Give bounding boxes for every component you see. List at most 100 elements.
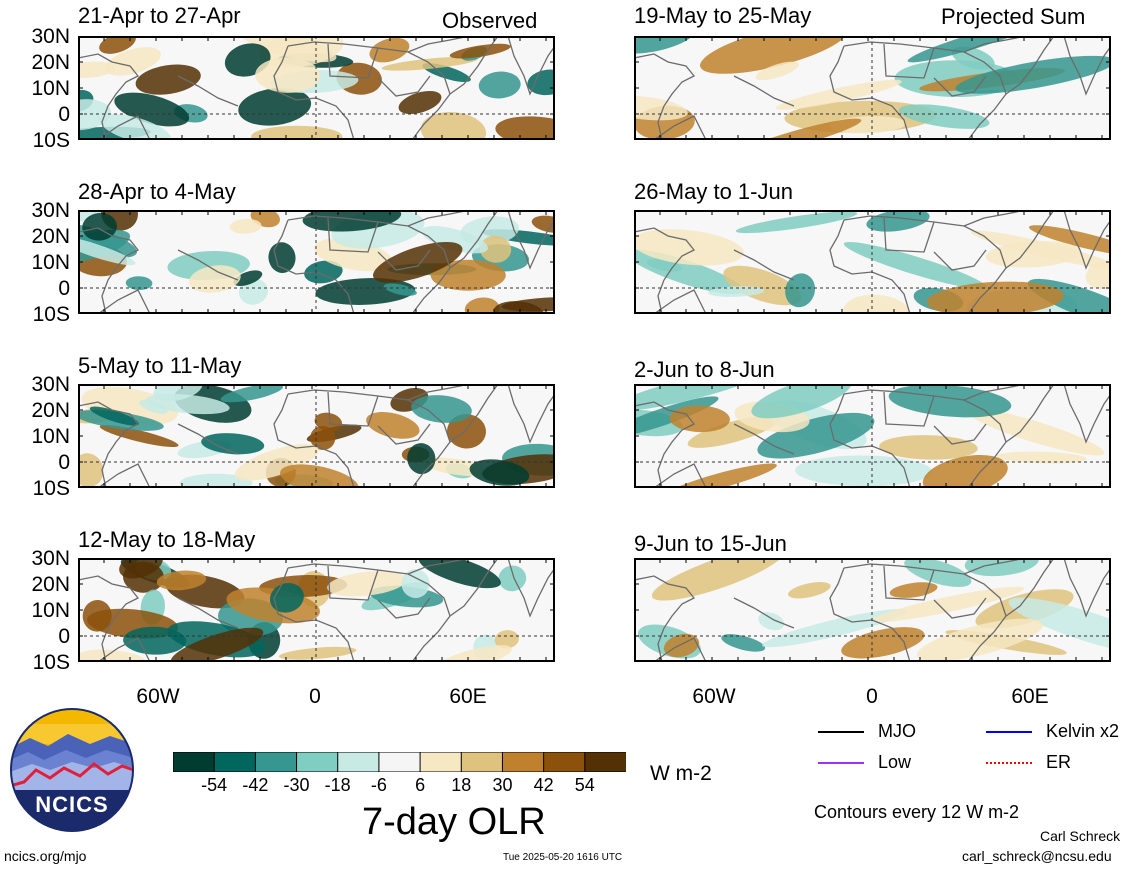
coastline [1063, 558, 1111, 618]
olr-anomaly-blob [904, 558, 972, 587]
colorbar-swatch [254, 751, 298, 773]
coastline [97, 115, 151, 140]
lat-label: 20N [31, 573, 70, 596]
panel-title: 5-May to 11-May [78, 353, 242, 378]
olr-anomaly-blob [787, 582, 831, 599]
olr-anomaly-blob [433, 645, 512, 662]
olr-anomaly-blob [407, 443, 436, 475]
olr-anomaly-blob [996, 451, 1087, 464]
olr-anomaly-blob [634, 249, 744, 295]
coastline [1005, 384, 1055, 443]
olr-anomaly-blob [723, 265, 802, 306]
coastline [829, 393, 911, 488]
contour-note: Contours every 12 W m-2 [814, 802, 1020, 822]
coastline [449, 558, 499, 617]
lat-label: 0 [58, 277, 70, 300]
colorbar-units: W m-2 [650, 762, 712, 785]
colorbar-tick-label: -54 [201, 775, 228, 795]
lat-label: 0 [58, 103, 70, 126]
coastline [287, 389, 451, 488]
panel-title: 2-Jun to 8-Jun [634, 357, 775, 382]
coastline [1005, 210, 1055, 269]
coastline [653, 637, 707, 662]
coastline [843, 563, 1007, 662]
olr-anomaly-blob [99, 113, 172, 140]
olr-anomaly-blob [985, 241, 1081, 268]
coastline [1005, 558, 1055, 617]
olr-anomaly-blob [498, 565, 527, 592]
coastline [883, 565, 935, 601]
panel-title: 19-May to 25-May [634, 3, 812, 28]
coastline [634, 575, 696, 662]
lat-label: 30N [31, 25, 70, 48]
kelvin-line-swatch [986, 731, 1032, 733]
coastline [933, 75, 987, 97]
coastline [287, 563, 451, 662]
olr-anomaly-blob [78, 236, 136, 266]
lon-label-60w: 60W [136, 685, 180, 708]
olr-anomaly-blob [372, 241, 463, 283]
colorbar-swatch [378, 751, 422, 773]
olr-map-panel [78, 36, 555, 140]
coastline [507, 36, 555, 96]
coastline [177, 75, 239, 107]
olr-anomaly-blob [479, 235, 512, 263]
olr-anomaly-blob [189, 265, 241, 293]
colorbar-swatch [501, 751, 545, 773]
coastline [733, 249, 795, 281]
olr-anomaly-blob [879, 435, 978, 460]
olr-anomaly-blob [634, 384, 766, 412]
lat-label: 10N [31, 425, 70, 448]
footer-email[interactable]: carl_schreck@ncsu.edu [962, 848, 1112, 864]
lon-label-60e: 60E [449, 685, 487, 708]
olr-map-panel [78, 384, 555, 488]
coastline [287, 215, 451, 314]
coastline [1005, 36, 1055, 95]
olr-anomaly-blob [135, 64, 201, 95]
olr-anomaly-blob [965, 408, 1105, 456]
lat-label: 10S [32, 477, 70, 500]
olr-anomaly-blob [449, 43, 511, 59]
legend-label-kelvin: Kelvin x2 [1046, 721, 1120, 741]
olr-anomaly-blob [669, 405, 730, 433]
coastline [78, 227, 140, 314]
coastline [377, 75, 431, 97]
lat-label: 10S [32, 651, 70, 674]
legend-label-low: Low [878, 752, 912, 772]
coastline [78, 401, 140, 488]
coastline [733, 423, 795, 455]
er-line-swatch [986, 762, 1032, 764]
coastline [733, 597, 795, 629]
coastline [507, 558, 555, 618]
olr-anomaly-blob [153, 384, 203, 402]
olr-anomaly-blob [105, 47, 161, 76]
footer-url[interactable]: ncics.org/mjo [4, 848, 87, 864]
olr-anomaly-blob [907, 36, 1039, 63]
coastline [507, 384, 555, 444]
coastline [327, 43, 379, 79]
olr-anomaly-blob [89, 406, 139, 426]
coastline [97, 289, 151, 314]
lat-label: 10N [31, 599, 70, 622]
olr-anomaly-blob [156, 570, 207, 591]
olr-anomaly-blob [758, 612, 785, 631]
lat-label: 10S [32, 303, 70, 326]
olr-anomaly-blob [447, 414, 486, 449]
coastline [883, 217, 935, 253]
olr-anomaly-blob [478, 71, 521, 99]
olr-map-panel [634, 36, 1111, 140]
lat-label: 10N [31, 251, 70, 274]
lat-label: 0 [58, 625, 70, 648]
coastline [653, 115, 707, 140]
olr-anomaly-blob [139, 399, 169, 414]
lon-label-60e: 60E [1011, 685, 1049, 708]
olr-anomaly-blob [866, 210, 930, 232]
olr-anomaly-blob [1085, 261, 1111, 289]
olr-map-panel [78, 210, 555, 314]
olr-anomaly-blob [125, 276, 153, 291]
mjo-line-swatch [818, 731, 864, 733]
olr-anomaly-blob [278, 646, 357, 660]
olr-map-panel [634, 210, 1111, 314]
olr-anomaly-blob [268, 242, 296, 273]
coastline [327, 391, 379, 427]
